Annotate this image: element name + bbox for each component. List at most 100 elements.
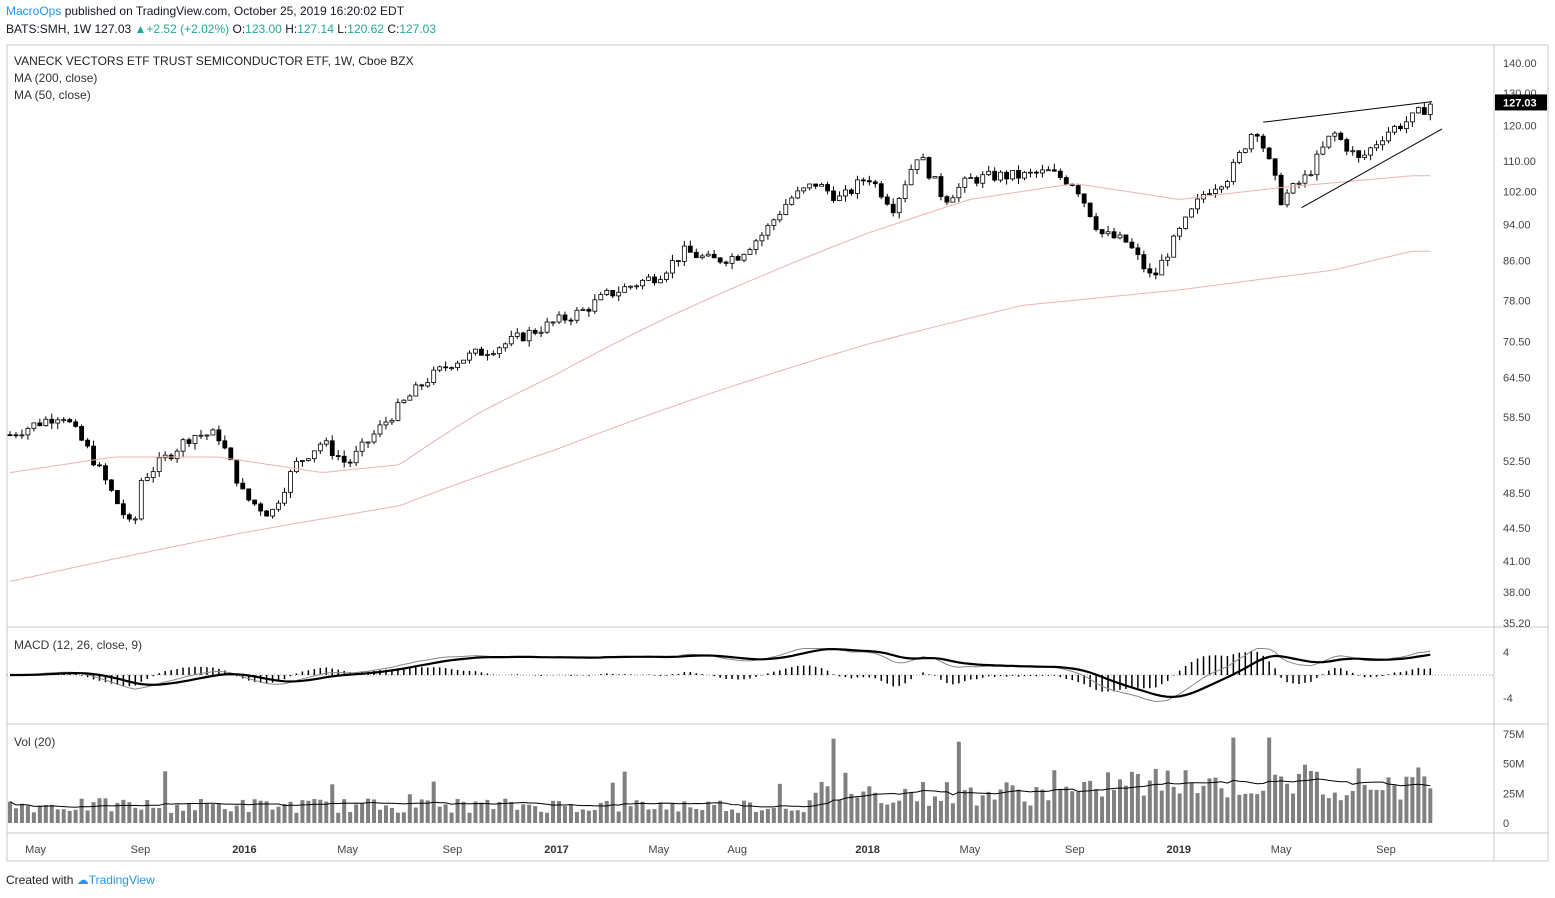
candle-body (580, 309, 586, 311)
volume-bar (497, 801, 502, 823)
volume-bar (1308, 771, 1313, 823)
candle (562, 311, 568, 324)
candle (288, 469, 293, 498)
candle (144, 473, 150, 482)
volume-bar (1201, 785, 1206, 823)
volume-bar (771, 807, 776, 823)
volume-bar (813, 792, 818, 823)
candle (1075, 183, 1081, 197)
candle (717, 257, 723, 265)
candle-body (711, 253, 717, 259)
macd-tick-label: -4 (1503, 693, 1513, 705)
candle-body (359, 441, 365, 452)
candle (67, 417, 73, 423)
volume-bar (747, 802, 752, 823)
candle-body (455, 362, 460, 368)
candle-body (461, 359, 466, 364)
candle (1260, 133, 1266, 153)
volume-bar (443, 804, 448, 823)
volume-bar (628, 806, 633, 823)
volume-bar (1422, 776, 1427, 823)
candle (544, 317, 550, 334)
candle (1320, 141, 1326, 156)
candle-body (1183, 216, 1189, 229)
candle-body (276, 502, 281, 510)
volume-bar (252, 799, 257, 823)
volume-bar (449, 812, 454, 823)
macd-histogram (15, 650, 1432, 692)
candle (1326, 135, 1332, 150)
candle-body (132, 518, 138, 521)
candle-body (1099, 229, 1105, 235)
candle (1141, 250, 1147, 273)
candle (1219, 185, 1224, 193)
candle (1272, 158, 1278, 181)
candle (1123, 234, 1129, 243)
volume-bar (1428, 788, 1433, 823)
volume-bar (724, 811, 729, 823)
candle (741, 253, 747, 263)
volume-bar (1398, 799, 1403, 823)
candle (294, 457, 299, 474)
candle (628, 285, 634, 290)
candle (490, 350, 496, 357)
candle (771, 218, 777, 231)
candle (532, 328, 538, 336)
candle-body (216, 429, 222, 442)
candle-body (634, 285, 640, 288)
candle (329, 435, 335, 460)
volume-bar (306, 800, 311, 823)
ma50-legend[interactable]: MA (50, close) (14, 88, 91, 102)
volume-bar (288, 801, 293, 823)
candle-body (837, 195, 842, 201)
tradingview-link[interactable]: TradingView (88, 873, 155, 887)
volume-bar (348, 811, 353, 823)
time-tick-label: Sep (131, 844, 151, 856)
volume-bar (109, 811, 114, 823)
candle (890, 198, 896, 217)
candle (878, 181, 884, 200)
volume-bar (1159, 790, 1164, 823)
macd-legend[interactable]: MACD (12, 26, close, 9) (14, 638, 143, 652)
volume-legend[interactable]: Vol (20) (14, 735, 56, 749)
created-with: Created with (6, 873, 74, 887)
candle-body (425, 382, 431, 387)
candle (425, 378, 431, 388)
ma200-legend[interactable]: MA (200, close) (14, 71, 98, 85)
candle-body (693, 251, 699, 259)
candle (138, 477, 144, 521)
volume-bar (204, 803, 209, 823)
candle (944, 195, 950, 206)
last-price-badge-label: 127.03 (1503, 97, 1537, 109)
volume-bar (1058, 789, 1063, 823)
volume-bar (25, 805, 30, 823)
candle (866, 175, 872, 186)
time-tick-label: 2017 (544, 844, 568, 856)
candle-body (1034, 171, 1039, 174)
candle-body (353, 450, 359, 464)
candle (371, 430, 377, 445)
candle (1338, 131, 1344, 141)
volume-bar (425, 800, 430, 823)
candle-body (914, 159, 920, 170)
volume-bar (819, 781, 824, 823)
candle (693, 248, 699, 259)
volume-bar (801, 812, 806, 823)
price-tick-label: 64.50 (1503, 372, 1531, 384)
candle (550, 321, 556, 327)
candle-body (1171, 235, 1177, 258)
volume-bar (664, 809, 669, 823)
candle-body (640, 279, 645, 287)
volume-bar (837, 799, 842, 823)
candle-body (532, 329, 538, 334)
candle (401, 399, 407, 404)
candle (359, 438, 365, 457)
volume-bar (718, 800, 723, 823)
volume-bar (240, 799, 245, 823)
volume-bar (742, 800, 747, 823)
volume-bar (592, 809, 597, 823)
volume-bar (1225, 797, 1230, 823)
author-link[interactable]: MacroOps (6, 4, 62, 18)
candle-body (97, 464, 102, 467)
